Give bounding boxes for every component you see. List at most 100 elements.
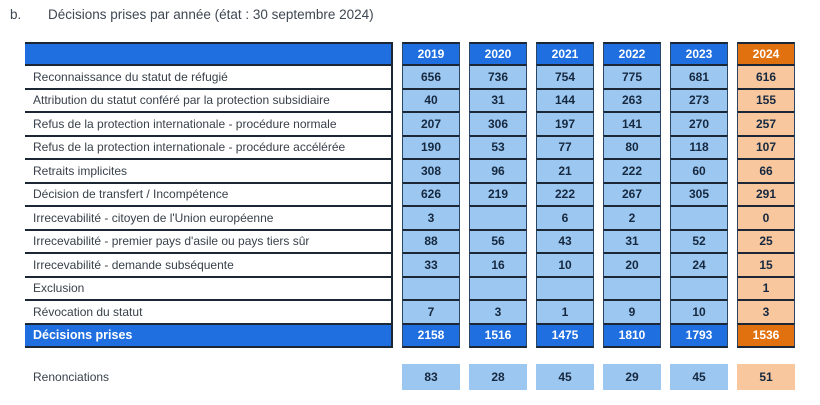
value-cell — [402, 275, 460, 299]
renonciations-value-cell: 45 — [536, 364, 594, 390]
value-cell: 52 — [670, 228, 728, 252]
value-cell — [536, 275, 594, 299]
renonciations-row: Renonciations 83 28 45 29 45 51 — [25, 364, 795, 390]
value-cell: 40 — [402, 87, 460, 111]
renonciations-value-cell: 28 — [469, 364, 527, 390]
value-cell: 118 — [670, 134, 728, 158]
value-cell: 267 — [603, 181, 661, 205]
value-cell: 197 — [536, 111, 594, 135]
year-header-2020: 2020 — [469, 42, 527, 64]
value-cell: 305 — [670, 181, 728, 205]
value-cell: 257 — [737, 111, 795, 135]
value-cell: 107 — [737, 134, 795, 158]
value-cell: 60 — [670, 158, 728, 182]
value-cell: 88 — [402, 228, 460, 252]
totals-value-cell: 1793 — [670, 322, 728, 348]
section-letter: b. — [10, 7, 22, 22]
row-label: Retraits implicites — [25, 158, 393, 182]
year-header-2024: 2024 — [737, 42, 795, 64]
table-corner-cell — [25, 42, 393, 64]
value-cell: 656 — [402, 64, 460, 88]
row-label: Exclusion — [25, 275, 393, 299]
value-cell: 141 — [603, 111, 661, 135]
value-cell: 9 — [603, 299, 661, 323]
value-cell: 77 — [536, 134, 594, 158]
value-cell: 616 — [737, 64, 795, 88]
value-cell: 10 — [670, 299, 728, 323]
year-header-2019: 2019 — [402, 42, 460, 64]
value-cell: 681 — [670, 64, 728, 88]
value-cell: 31 — [603, 228, 661, 252]
totals-value-cell: 2158 — [402, 322, 460, 348]
value-cell: 53 — [469, 134, 527, 158]
value-cell: 43 — [536, 228, 594, 252]
value-cell — [469, 275, 527, 299]
value-cell: 15 — [737, 252, 795, 276]
row-label: Irrecevabilité - premier pays d'asile ou… — [25, 228, 393, 252]
value-cell: 219 — [469, 181, 527, 205]
year-header-2023: 2023 — [670, 42, 728, 64]
renonciations-value-cell: 83 — [402, 364, 460, 390]
value-cell: 155 — [737, 87, 795, 111]
value-cell: 96 — [469, 158, 527, 182]
value-cell: 144 — [536, 87, 594, 111]
totals-value-cell: 1536 — [737, 322, 795, 348]
value-cell: 270 — [670, 111, 728, 135]
value-cell: 3 — [469, 299, 527, 323]
section-title-text: Décisions prises par année (état : 30 se… — [48, 7, 374, 22]
value-cell: 3 — [737, 299, 795, 323]
row-label: Reconnaissance du statut de réfugié — [25, 64, 393, 88]
value-cell: 21 — [536, 158, 594, 182]
row-label: Irrecevabilité - citoyen de l'Union euro… — [25, 205, 393, 229]
value-cell: 736 — [469, 64, 527, 88]
value-cell: 308 — [402, 158, 460, 182]
row-label: Refus de la protection internationale - … — [25, 134, 393, 158]
value-cell: 20 — [603, 252, 661, 276]
row-label: Attribution du statut conféré par la pro… — [25, 87, 393, 111]
value-cell: 1 — [737, 275, 795, 299]
value-cell: 3 — [402, 205, 460, 229]
value-cell: 291 — [737, 181, 795, 205]
decisions-by-year-table: 2019 2020 2021 2022 2023 2024 Reconnaissance d… — [25, 42, 795, 348]
value-cell: 7 — [402, 299, 460, 323]
value-cell: 2 — [603, 205, 661, 229]
value-cell: 0 — [737, 205, 795, 229]
year-header-2022: 2022 — [603, 42, 661, 64]
value-cell: 754 — [536, 64, 594, 88]
totals-value-cell: 1475 — [536, 322, 594, 348]
value-cell: 80 — [603, 134, 661, 158]
value-cell — [603, 275, 661, 299]
renonciations-value-cell: 45 — [670, 364, 728, 390]
value-cell: 222 — [536, 181, 594, 205]
value-cell: 775 — [603, 64, 661, 88]
totals-label: Décisions prises — [25, 322, 393, 348]
renonciations-value-cell: 51 — [737, 364, 795, 390]
row-label: Refus de la protection internationale - … — [25, 111, 393, 135]
value-cell: 1 — [536, 299, 594, 323]
section-title: b. Décisions prises par année (état : 30 … — [10, 7, 374, 22]
value-cell — [469, 205, 527, 229]
row-label: Irrecevabilité - demande subséquente — [25, 252, 393, 276]
value-cell: 31 — [469, 87, 527, 111]
value-cell: 33 — [402, 252, 460, 276]
row-label: Décision de transfert / Incompétence — [25, 181, 393, 205]
value-cell: 66 — [737, 158, 795, 182]
renonciations-value-cell: 29 — [603, 364, 661, 390]
value-cell: 626 — [402, 181, 460, 205]
value-cell: 190 — [402, 134, 460, 158]
value-cell: 263 — [603, 87, 661, 111]
value-cell: 25 — [737, 228, 795, 252]
value-cell: 6 — [536, 205, 594, 229]
totals-value-cell: 1516 — [469, 322, 527, 348]
value-cell: 222 — [603, 158, 661, 182]
value-cell: 24 — [670, 252, 728, 276]
value-cell — [670, 275, 728, 299]
value-cell: 207 — [402, 111, 460, 135]
value-cell — [670, 205, 728, 229]
value-cell: 273 — [670, 87, 728, 111]
totals-value-cell: 1810 — [603, 322, 661, 348]
value-cell: 16 — [469, 252, 527, 276]
year-header-2021: 2021 — [536, 42, 594, 64]
value-cell: 10 — [536, 252, 594, 276]
